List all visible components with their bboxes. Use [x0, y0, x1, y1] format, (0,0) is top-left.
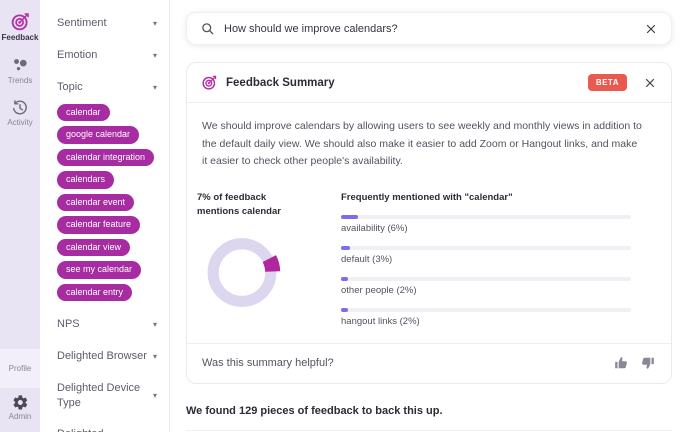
- sidebar-section-sentiment[interactable]: Sentiment ▾: [57, 17, 157, 29]
- bar-rows: availability (6%) default (3%) other peopl…: [341, 214, 631, 327]
- donut-chart-title: 7% of feedback mentions calendar: [197, 191, 281, 217]
- main-content: Feedback Summary BETA We should improve …: [170, 0, 683, 432]
- topic-tag[interactable]: calendar event: [57, 193, 135, 212]
- rail-item-label: Profile: [8, 364, 32, 374]
- chevron-down-icon: ▾: [152, 351, 157, 361]
- chevron-down-icon: ▾: [152, 82, 157, 92]
- feedback-list-item[interactable]: DA Kevin@zyphrr.ai 8pm 11/24/2020: [186, 429, 672, 432]
- summary-target-icon: [201, 74, 218, 91]
- topic-tag[interactable]: calendar: [57, 103, 110, 122]
- feedback-summary-card: Feedback Summary BETA We should improve …: [186, 62, 672, 384]
- bar-label: hangout links (2%): [341, 315, 420, 327]
- bar-fill: [341, 245, 350, 250]
- activity-history-icon: [11, 99, 29, 117]
- close-icon: [644, 22, 658, 36]
- sidebar-section-delighted-operating-system[interactable]: Delighted Operating System ▾: [57, 418, 157, 432]
- rail-item-activity[interactable]: Activity: [0, 92, 40, 134]
- bar-row: other people (2%): [341, 276, 631, 296]
- donut-chart: [207, 238, 281, 308]
- search-input[interactable]: [224, 22, 635, 35]
- icon-rail: Feedback Trends Activity Profile Admin: [0, 0, 40, 432]
- donut-ring: [207, 238, 277, 308]
- chevron-down-icon: ▾: [152, 319, 157, 329]
- bar-fill: [341, 307, 348, 312]
- chevron-down-icon: ▾: [152, 50, 157, 60]
- bar-chart-title: Frequently mentioned with "calendar": [341, 191, 513, 203]
- rail-item-label: Activity: [7, 117, 33, 127]
- sidebar-section-delighted-device-type[interactable]: Delighted Device Type ▾: [57, 381, 157, 409]
- bar-track: [341, 307, 631, 312]
- sidebar-section-nps[interactable]: NPS ▾: [57, 318, 157, 331]
- chevron-down-icon: ▾: [152, 18, 157, 28]
- rail-item-trends[interactable]: Trends: [0, 49, 40, 92]
- thumbs-up-icon: [614, 356, 628, 370]
- helpful-prompt: Was this summary helpful?: [202, 356, 334, 369]
- bar-label: other people (2%): [341, 284, 417, 296]
- topic-tag[interactable]: google calendar: [57, 126, 140, 144]
- summary-text: We should improve calendars by allowing …: [202, 120, 642, 168]
- bar-row: default (3%): [341, 245, 631, 265]
- search-bar[interactable]: [186, 12, 672, 45]
- bar-fill: [341, 276, 348, 281]
- topic-tag[interactable]: calendar integration: [57, 148, 155, 167]
- filter-sidebar: Sentiment ▾ Emotion ▾ Topic ▾ calendar go…: [40, 0, 170, 432]
- rail-item-feedback[interactable]: Feedback: [0, 4, 40, 49]
- bar-label: availability (6%): [341, 222, 408, 234]
- beta-badge: BETA: [587, 74, 627, 91]
- gear-icon: [12, 394, 29, 411]
- topic-tag[interactable]: calendar view: [57, 238, 131, 257]
- summary-card-header: Feedback Summary BETA: [187, 63, 671, 103]
- search-clear-button[interactable]: [644, 22, 658, 36]
- topic-tag[interactable]: calendar feature: [57, 216, 141, 234]
- sidebar-section-delighted-browser[interactable]: Delighted Browser ▾: [57, 349, 157, 362]
- donut-wedge-calendar: [262, 255, 281, 273]
- topic-tag[interactable]: calendars: [57, 171, 115, 189]
- bar-row: hangout links (2%): [341, 307, 631, 327]
- feedback-target-icon: [10, 11, 31, 32]
- bar-label: default (3%): [341, 253, 393, 265]
- donut-chart-block: 7% of feedback mentions calendar: [197, 191, 313, 327]
- thumbs-down-button[interactable]: [641, 356, 655, 370]
- topic-tag-list: calendar google calendar calendar integrat…: [57, 103, 157, 302]
- bar-track: [341, 214, 631, 219]
- thumbs-down-icon: [641, 356, 655, 370]
- rail-item-label: Trends: [7, 75, 33, 85]
- topic-tag[interactable]: calendar entry: [57, 283, 133, 302]
- chevron-down-icon: ▾: [152, 391, 157, 401]
- trends-bubbles-icon: [11, 56, 30, 75]
- sidebar-section-emotion[interactable]: Emotion ▾: [57, 48, 157, 61]
- bar-row: availability (6%): [341, 214, 631, 234]
- summary-card-title: Feedback Summary: [226, 76, 335, 89]
- bar-track: [341, 276, 631, 281]
- search-icon: [200, 21, 215, 36]
- rail-item-profile[interactable]: Profile: [0, 349, 40, 389]
- close-icon: [643, 76, 657, 90]
- bar-track: [341, 245, 631, 250]
- thumbs-up-button[interactable]: [614, 356, 628, 370]
- sidebar-section-topic[interactable]: Topic ▾: [57, 80, 157, 93]
- summary-card-footer: Was this summary helpful?: [187, 342, 671, 383]
- bar-chart-block: Frequently mentioned with "calendar" ava…: [341, 191, 631, 327]
- topic-tag[interactable]: see my calendar: [57, 261, 142, 279]
- bar-fill: [341, 214, 359, 219]
- rail-item-admin[interactable]: Admin: [0, 388, 40, 432]
- rail-item-label: Feedback: [1, 33, 39, 42]
- summary-close-button[interactable]: [643, 76, 657, 90]
- summary-charts: 7% of feedback mentions calendar Frequen…: [187, 175, 671, 343]
- rail-item-label: Admin: [8, 412, 32, 422]
- results-count-line: We found 129 pieces of feedback to back …: [186, 404, 443, 417]
